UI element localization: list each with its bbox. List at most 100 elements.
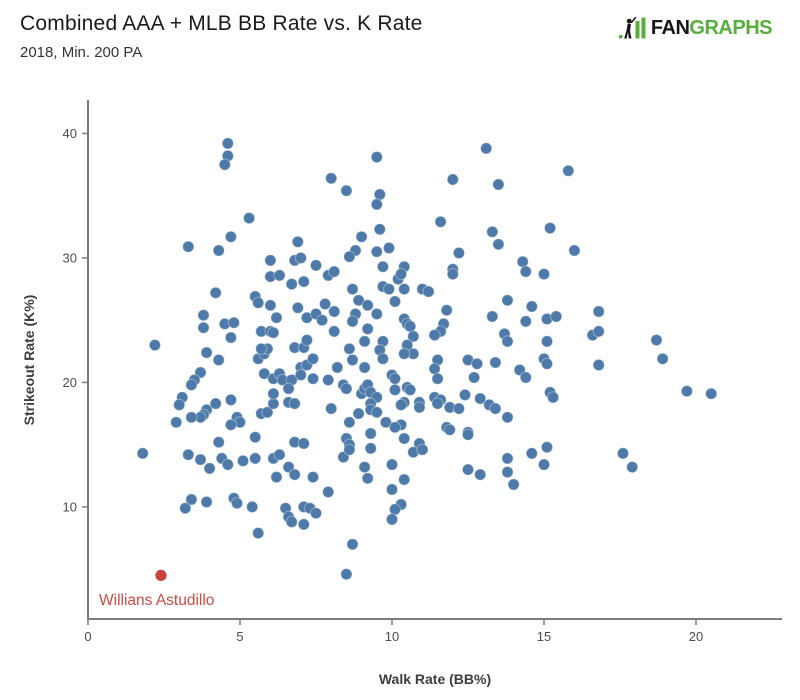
data-point [224, 331, 237, 344]
data-point [212, 244, 225, 257]
data-point [452, 246, 465, 260]
data-point [249, 452, 262, 465]
data-point [194, 366, 207, 379]
data-point [291, 235, 304, 248]
data-point [407, 330, 420, 343]
data-point [249, 431, 262, 444]
data-point [540, 335, 554, 348]
data-point [489, 356, 502, 369]
data-point [185, 411, 198, 424]
data-point [507, 478, 520, 491]
y-tick-label: 30 [63, 250, 77, 265]
data-point [416, 443, 429, 456]
data-point [446, 173, 459, 186]
data-point [461, 463, 475, 476]
data-point [306, 372, 320, 385]
data-point [328, 265, 341, 278]
data-point [413, 401, 426, 414]
data-point [376, 352, 389, 365]
data-point [197, 309, 210, 322]
data-point [656, 352, 669, 365]
data-point [224, 393, 237, 406]
data-point [562, 164, 575, 177]
data-point [519, 371, 532, 384]
data-point [224, 230, 237, 243]
data-point [592, 325, 605, 338]
data-point [650, 334, 663, 347]
data-point [209, 286, 222, 299]
y-tick-label: 20 [63, 375, 77, 390]
x-tick-label: 10 [385, 629, 399, 644]
data-point [252, 527, 265, 540]
data-point [388, 503, 402, 516]
data-point [616, 447, 630, 460]
data-point [170, 416, 183, 429]
data-point [294, 368, 307, 382]
data-point [461, 428, 475, 441]
data-point [388, 421, 402, 434]
data-point [309, 259, 323, 272]
data-point [179, 502, 192, 515]
data-point [544, 222, 557, 235]
page-subtitle: 2018, Min. 200 PA [20, 44, 143, 61]
data-point [227, 316, 240, 329]
data-point [173, 398, 186, 411]
page-title: Combined AAA + MLB BB Rate vs. K Rate [20, 12, 423, 35]
data-point [273, 448, 286, 461]
data-point [267, 387, 280, 400]
data-point [501, 452, 514, 465]
data-point [316, 314, 329, 327]
data-point [385, 458, 399, 471]
data-point [197, 321, 210, 334]
data-point [221, 458, 234, 471]
data-point [373, 223, 386, 236]
data-point [385, 513, 399, 526]
data-point [182, 240, 195, 253]
data-point [513, 363, 526, 377]
data-point [343, 250, 356, 263]
data-point [382, 241, 396, 255]
data-point [246, 500, 259, 513]
data-point [364, 427, 377, 440]
data-point [370, 406, 383, 419]
data-point [550, 310, 563, 323]
data-point [221, 137, 234, 150]
data-point [328, 305, 341, 318]
data-point [300, 334, 313, 347]
data-point [358, 361, 371, 374]
data-point [194, 453, 207, 466]
data-point [328, 325, 341, 338]
data-point [489, 402, 502, 415]
data-point [385, 483, 399, 496]
y-tick-label: 10 [63, 499, 77, 514]
data-point [443, 423, 456, 436]
data-point [270, 471, 283, 484]
data-point [325, 402, 338, 415]
data-point [224, 418, 237, 431]
data-point [474, 392, 487, 405]
data-point [431, 372, 444, 385]
data-point [264, 299, 277, 312]
data-point [592, 358, 605, 372]
data-point [379, 416, 392, 429]
data-point [355, 230, 368, 243]
data-point [309, 507, 323, 520]
data-point [626, 461, 639, 474]
data-point [452, 402, 465, 415]
data-point [288, 468, 301, 481]
data-point [398, 432, 411, 445]
data-point [525, 447, 538, 460]
data-point [306, 352, 320, 365]
data-point [352, 407, 365, 420]
data-point [322, 373, 335, 387]
data-point [282, 382, 295, 395]
data-point [501, 294, 514, 307]
data-point [440, 304, 453, 317]
x-tick-label: 5 [236, 629, 243, 644]
fangraphs-logo[interactable]: FANGRAPHS [618, 16, 772, 40]
data-point [331, 361, 344, 374]
scatter-points-layer [136, 137, 718, 582]
data-point [370, 198, 383, 211]
